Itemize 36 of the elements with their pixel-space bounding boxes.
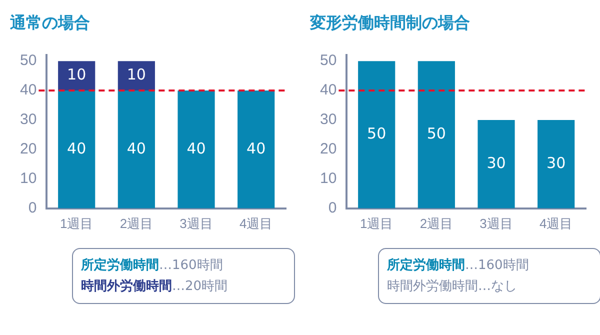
data-label: 50	[367, 124, 386, 143]
x-tick-label: 1週目	[60, 216, 94, 231]
chart-title: 通常の場合	[9, 12, 90, 32]
data-label: 30	[486, 154, 506, 172]
y-tick-label: 0	[328, 200, 337, 217]
chart-title: 変形労働時間制の場合	[309, 12, 470, 32]
x-tick-label: 2週目	[120, 216, 154, 231]
y-tick-label: 40	[320, 82, 337, 99]
data-label: 40	[246, 139, 266, 158]
data-label: 10	[126, 66, 146, 84]
text: 所定労働時間…160時間	[81, 258, 223, 273]
y-tick-label: 40	[20, 82, 37, 99]
x-tick-label: 4週目	[239, 216, 273, 231]
y-tick-label: 20	[20, 140, 37, 158]
text: 時間外労働時間…20時間	[81, 279, 228, 294]
y-tick-label: 10	[320, 170, 337, 188]
data-label: 50	[426, 124, 446, 143]
x-tick-label: 1週目	[360, 216, 394, 231]
y-tick-label: 0	[28, 200, 37, 217]
x-tick-label: 3週目	[180, 216, 213, 231]
text: 所定労働時間…160時間	[387, 258, 529, 273]
y-tick-label: 50	[320, 52, 337, 70]
data-label: 40	[67, 139, 86, 158]
y-tick-label: 50	[20, 52, 37, 70]
data-label: 30	[546, 154, 566, 172]
x-tick-label: 4週目	[539, 216, 573, 231]
y-tick-label: 20	[320, 140, 337, 158]
y-tick-label: 30	[320, 111, 337, 128]
data-label: 40	[126, 139, 146, 158]
x-tick-label: 3週目	[480, 216, 513, 231]
data-label: 10	[67, 66, 86, 84]
data-label: 40	[186, 139, 206, 158]
x-tick-label: 2週目	[420, 216, 454, 231]
text: 時間外労働時間…なし	[387, 279, 517, 294]
y-tick-label: 30	[20, 111, 37, 128]
y-tick-label: 10	[20, 170, 37, 188]
